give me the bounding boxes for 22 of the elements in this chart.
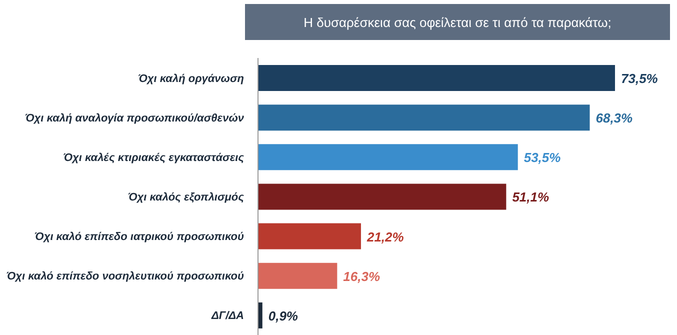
y-tick-label: Όχι καλό επίπεδο νοσηλευτικού προσωπικού	[6, 270, 244, 283]
y-tick-label: Όχι καλή αναλογία προσωπικού/ασθενών	[25, 112, 245, 124]
bar	[258, 104, 590, 131]
y-tick-label: ΔΓ/ΔΑ	[210, 310, 244, 322]
bar	[258, 302, 262, 328]
y-tick-label: Όχι καλό επίπεδο ιατρικού προσωπικού	[34, 231, 244, 244]
y-tick-label: Όχι καλές κτιριακές εγκαταστάσεις	[63, 152, 244, 164]
data-label: 68,3%	[596, 110, 634, 126]
data-label: 51,1%	[512, 190, 550, 205]
data-label: 53,5%	[524, 150, 562, 166]
y-tick-label: Όχι καλός εξοπλισμός	[128, 192, 244, 204]
data-label: 16,3%	[343, 268, 380, 284]
y-tick-label: Όχι καλή οργάνωση	[138, 72, 244, 85]
data-label: 0,9%	[268, 308, 298, 324]
chart-title: Η δυσαρέσκεια σας οφείλεται σε τι από τα παρακάτω;	[245, 4, 670, 40]
data-label: 73,5%	[621, 71, 658, 86]
bar	[258, 262, 338, 289]
data-label: 21,2%	[366, 229, 404, 244]
bar	[258, 223, 361, 250]
bar	[258, 65, 615, 91]
bar	[258, 184, 506, 210]
bar	[258, 144, 518, 170]
